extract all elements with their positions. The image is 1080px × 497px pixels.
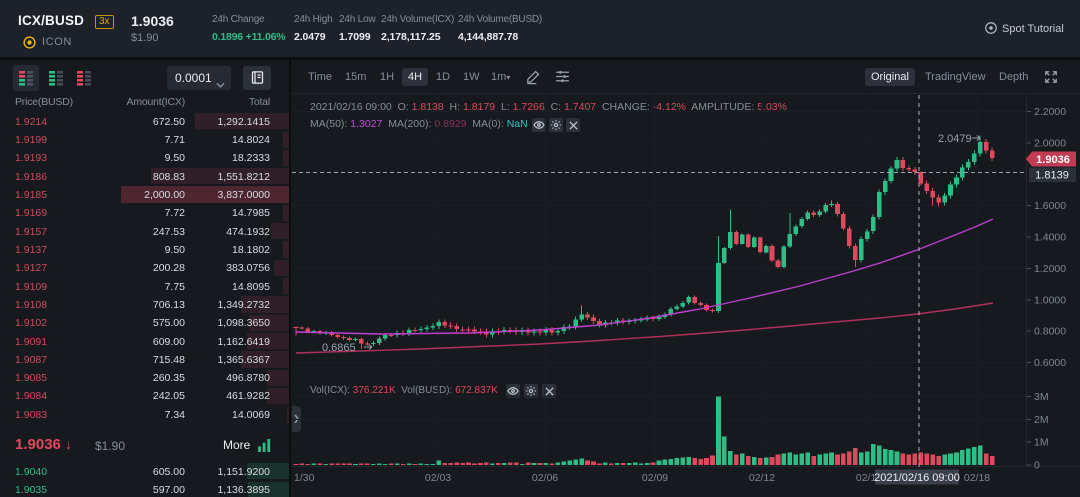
svg-text:02/06: 02/06 xyxy=(532,472,558,484)
svg-text:1.6000: 1.6000 xyxy=(1034,200,1066,212)
svg-text:0: 0 xyxy=(1034,460,1040,472)
svg-text:1/30: 1/30 xyxy=(294,472,315,484)
svg-text:1.4000: 1.4000 xyxy=(1034,232,1066,244)
svg-text:2.2000: 2.2000 xyxy=(1034,106,1066,118)
svg-text:1.2000: 1.2000 xyxy=(1034,263,1066,275)
svg-text:2M: 2M xyxy=(1034,414,1049,426)
svg-text:2.0479: 2.0479 xyxy=(938,133,972,145)
svg-text:3M: 3M xyxy=(1034,391,1049,403)
svg-text:02/03: 02/03 xyxy=(425,472,451,484)
svg-text:1.8139: 1.8139 xyxy=(1035,170,1069,182)
svg-text:02/18: 02/18 xyxy=(964,472,990,484)
svg-text:1.0000: 1.0000 xyxy=(1034,294,1066,306)
svg-text:0.8000: 0.8000 xyxy=(1034,326,1066,338)
svg-text:1M: 1M xyxy=(1034,437,1049,449)
svg-text:2021/02/16 09:00: 2021/02/16 09:00 xyxy=(874,472,960,484)
svg-text:02/12: 02/12 xyxy=(749,472,775,484)
svg-text:1.9036: 1.9036 xyxy=(1036,154,1070,166)
svg-text:2.0000: 2.0000 xyxy=(1034,137,1066,149)
svg-text:0.6865: 0.6865 xyxy=(322,342,356,354)
svg-text:0.6000: 0.6000 xyxy=(1034,357,1066,369)
svg-text:02/09: 02/09 xyxy=(642,472,668,484)
